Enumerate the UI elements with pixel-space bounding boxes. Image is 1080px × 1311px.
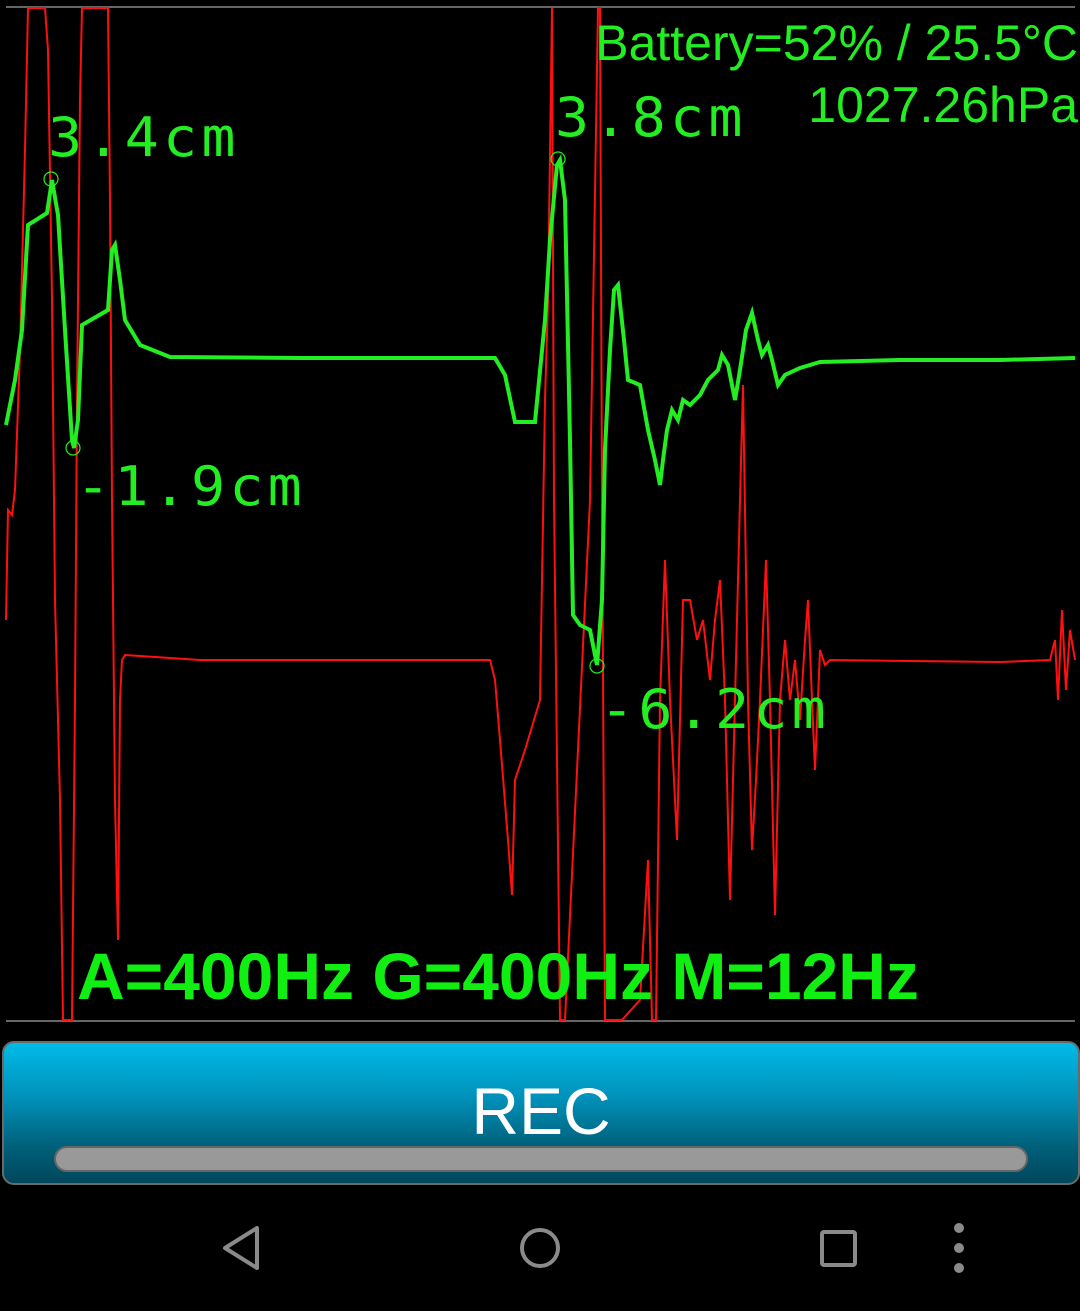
peak-marker	[550, 151, 566, 167]
battery-status: Battery=52% / 25.5°C	[595, 15, 1078, 71]
recents-icon[interactable]	[813, 1220, 863, 1276]
rec-button[interactable]: REC	[2, 1041, 1080, 1185]
sample-rates: A=400Hz G=400Hz M=12Hz	[77, 939, 919, 1013]
peak-label: -6.2cm	[600, 678, 831, 741]
overflow-menu-icon[interactable]	[940, 1220, 980, 1284]
recording-progress-bar	[54, 1146, 1028, 1172]
peak-label: 3.4cm	[48, 106, 240, 169]
home-icon[interactable]	[515, 1220, 565, 1276]
peak-label: 3.8cm	[555, 86, 747, 149]
sensor-plot	[4, 6, 1076, 1022]
peak-marker	[65, 440, 81, 456]
rec-button-label: REC	[471, 1074, 611, 1148]
red-trace	[5, 7, 1076, 1021]
peak-marker	[43, 171, 59, 187]
back-icon[interactable]	[215, 1220, 265, 1276]
pressure-readout: 1027.26hPa	[808, 77, 1078, 133]
green-trace	[4, 154, 1076, 666]
peak-marker	[589, 658, 605, 674]
peak-label: -1.9cm	[76, 455, 307, 518]
